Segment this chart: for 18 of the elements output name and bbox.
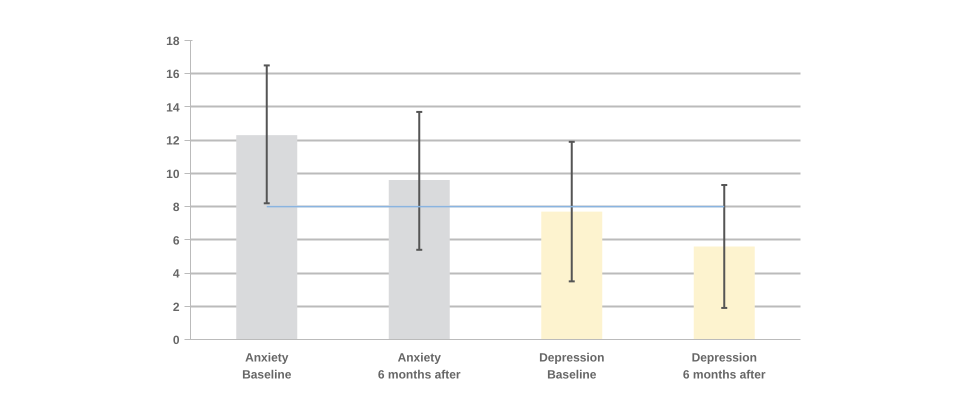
y-tick-label: 10 [166,166,180,181]
y-tick-label: 2 [172,300,180,314]
y-tick-label: 8 [172,200,180,214]
x-tick-label: Depression 6 months after [682,350,766,382]
bar [388,180,450,340]
y-tick-label: 18 [166,34,180,48]
bar [694,246,755,340]
bar [541,212,602,340]
y-tick-label: 0 [172,333,180,347]
y-tick-label: 4 [172,266,180,281]
y-tick-label: 6 [172,233,180,248]
bar [236,135,298,340]
y-tick-label: 12 [166,134,180,148]
x-tick-label: Anxiety Baseline [242,350,292,382]
y-tick-label: 16 [166,67,180,82]
x-tick-label: Anxiety 6 months after [378,350,461,382]
y-tick-label: 14 [166,100,180,114]
x-tick-label: Depression Baseline [539,350,604,382]
